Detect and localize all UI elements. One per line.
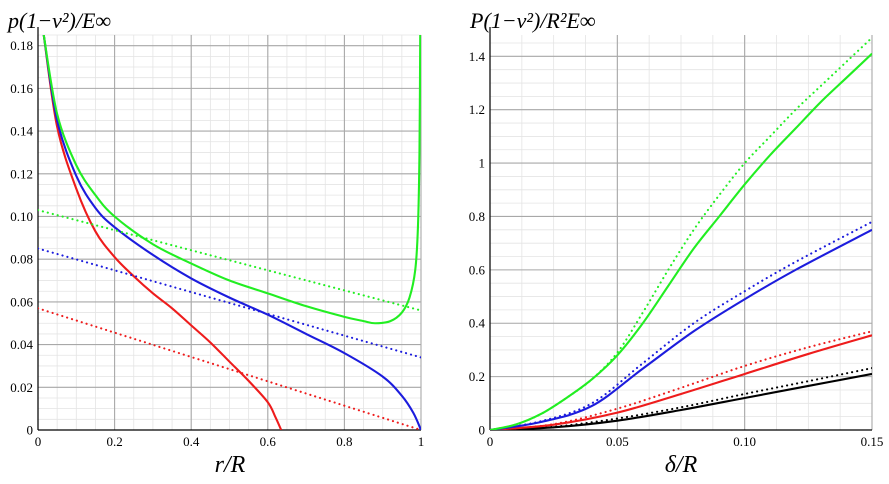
- right-chart: 0 0.05 0.10 0.15 0 0.2 0.4 0.6 0.8 1 1.2 1.4 P(1−ν²)…: [469, 8, 884, 478]
- x-tick-label: 0: [35, 434, 42, 449]
- y-tick-label: 0.6: [469, 262, 486, 277]
- x-tick-label: 0.2: [106, 434, 122, 449]
- y-axis-label: P(1−ν²)/R²E∞: [469, 8, 596, 33]
- y-tick-label: 0.08: [10, 252, 33, 267]
- series-line: [42, 35, 283, 430]
- y-tick-label: 0.04: [10, 337, 33, 352]
- y-tick-label: 0.16: [10, 81, 33, 96]
- y-tick-label: 0.10: [10, 209, 33, 224]
- series-line: [490, 228, 872, 430]
- y-tick-label: 0.2: [469, 369, 485, 384]
- series-line: [42, 35, 421, 325]
- y-tick-label: 1.4: [469, 49, 486, 64]
- y-tick-label: 0: [479, 423, 486, 438]
- series-line-dotted: [38, 247, 421, 359]
- series-line: [490, 372, 872, 430]
- y-tick-label: 0: [27, 423, 34, 438]
- series-line: [490, 52, 872, 430]
- y-tick-label: 1.2: [469, 102, 485, 117]
- y-tick-label: 0.02: [10, 380, 33, 395]
- left-chart: 0 0.2 0.4 0.6 0.8 1 0 0.02 0.04 0.06 0.08 0.10 0.12 0…: [6, 8, 424, 478]
- x-axis-label: r/R: [215, 452, 246, 478]
- y-axis-label: p(1−ν²)/E∞: [6, 8, 111, 33]
- x-tick-label: 1: [418, 434, 425, 449]
- y-tick-label: 0.18: [10, 38, 33, 53]
- x-tick-label: 0.8: [336, 434, 352, 449]
- x-axis-label: δ/R: [665, 452, 698, 478]
- series-line-dotted: [490, 220, 872, 430]
- series-line: [490, 334, 872, 430]
- x-tick-label: 0.15: [861, 434, 884, 449]
- y-tick-label: 0.12: [10, 166, 33, 181]
- x-tick-label: 0.10: [733, 434, 756, 449]
- x-tick-label: 0.4: [183, 434, 200, 449]
- y-tick-label: 1: [479, 156, 486, 171]
- x-tick-label: 0.05: [606, 434, 629, 449]
- x-tick-label: 0.6: [260, 434, 277, 449]
- y-tick-label: 0.4: [469, 316, 486, 331]
- series-line: [42, 35, 421, 430]
- y-tick-label: 0.8: [469, 209, 485, 224]
- y-tick-label: 0.14: [10, 124, 33, 139]
- x-tick-label: 0: [487, 434, 494, 449]
- y-tick-label: 0.06: [10, 294, 33, 309]
- series-line-dotted: [38, 209, 421, 312]
